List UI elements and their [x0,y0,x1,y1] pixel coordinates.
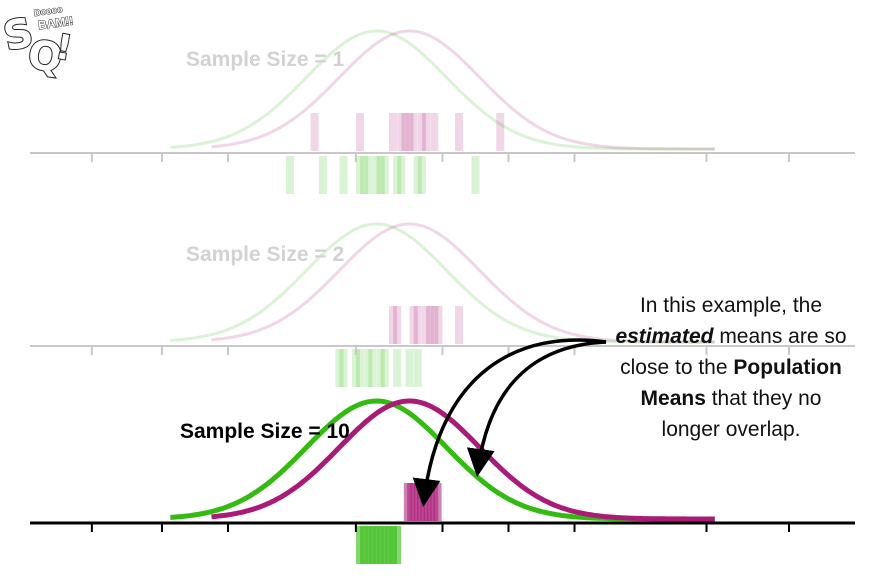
panel-1-magenta-curve [211,29,715,151]
panel-1-green-sample-7 [376,156,385,194]
panel-1-green-sample-4 [360,156,369,194]
panel-1-magenta-sample-2 [389,113,397,151]
panel-3-green-sample-1 [360,526,369,564]
panel-2-magenta-curve [211,222,715,344]
panel-2-green-sample-5 [368,349,377,387]
panel-1-green-sample-1 [318,156,327,194]
panel-1-green-sample-3 [356,156,364,194]
annotation-line-2: estimated means are so [600,321,862,352]
panel-1-green-sample-13 [471,156,480,194]
arrow-to-green-estimate [412,338,607,507]
panel-1-magenta-sample-9 [430,113,439,151]
arrow-to-magenta-estimate [466,340,607,477]
panel-3-green-sample-0 [356,526,364,564]
panel-1-green-sample-9 [393,156,402,194]
panel-3-magenta-sample-9 [433,483,442,521]
panel-3-green-sample-3 [368,526,377,564]
panel-3-green-sample-6 [380,526,389,564]
panel-1-green-sample-0 [285,156,294,194]
panel-1-green-sample-6 [372,156,381,194]
panel-2-magenta-sample-5 [426,306,435,344]
annotation-line-1: In this example, the [639,294,823,317]
panel-3-label: Sample Size = 10 [180,420,350,443]
annotation-line-2-rest: means are so [713,325,847,348]
panel-1-green-sample-10 [397,156,406,194]
panel-2-magenta-sample-8 [455,306,463,344]
panel-1-magenta-sample-4 [401,113,410,151]
panel-1-green-sample-5 [364,156,373,194]
annotation-line-5: longer overlap. [661,418,801,441]
panel-2-green-sample-10 [413,349,422,387]
panel-1-green-sample-11 [413,156,422,194]
panel-1-magenta-sample-8 [422,113,430,151]
panel-3-green-sample-4 [372,526,381,564]
panel-1-magenta-sample-3 [397,113,406,151]
annotation-line-3-text: close to the [620,356,734,379]
panel-2-magenta-sample-0 [389,306,397,344]
panel-1-magenta-sample-10 [455,113,463,151]
panel-3-green-sample-9 [393,526,402,564]
panel-2-green-sample-6 [376,349,385,387]
panel-2-magenta-sample-6 [430,306,439,344]
annotation-estimated: estimated [615,325,714,348]
panel-3-green-sample-5 [376,526,385,564]
annotation-means: Means [640,387,706,410]
panel-1-magenta-sample-11 [496,113,505,151]
panel-1-magenta-sample-1 [356,113,364,151]
annotation-text: In this example, the estimated means are… [600,290,862,445]
panel-2-green-sample-9 [405,349,414,387]
annotation-line-3: close to the Population [600,352,862,383]
panel-2-green-sample-3 [356,349,364,387]
panel-1-green-sample-12 [417,156,426,194]
panel-1-green-sample-2 [339,156,348,194]
panel-2-green-sample-0 [335,349,344,387]
panel-2-magenta-sample-4 [422,306,430,344]
panel-2-magenta-sample-3 [413,306,422,344]
panel-2-magenta-sample-1 [393,306,402,344]
annotation-population: Population [733,356,842,379]
logo-exclaim: ! [52,26,76,70]
annotation-line-4-rest: that they no [705,387,822,410]
panel-3-green-sample-8 [389,526,397,564]
annotation-line-4: Means that they no [600,383,862,414]
panel-3-green-sample-7 [384,526,393,564]
panel-3-green-sample-2 [364,526,373,564]
statquest-logo: Doooo BAM!! S Q ! [0,2,76,84]
panel-1-magenta-sample-7 [417,113,426,151]
panel-2-green-curve [170,222,715,344]
panel-1-green-sample-8 [380,156,389,194]
panel-2-magenta-sample-7 [434,306,443,344]
panel-1-magenta-sample-5 [405,113,414,151]
panel-2-green-sample-4 [364,349,373,387]
panel-1-green-curve [170,29,715,151]
panel-2-label: Sample Size = 2 [186,243,345,266]
panel-1-magenta-sample-6 [409,113,418,151]
panel-2-magenta-sample-2 [409,306,418,344]
panel-2-green-sample-8 [393,349,402,387]
panel-1-label: Sample Size = 1 [186,48,345,71]
panel-2-green-sample-1 [339,349,348,387]
panel-2-green-sample-7 [380,349,389,387]
panel-3-magenta-curve [211,398,715,522]
panel-2-green-sample-2 [351,349,360,387]
panel-1-magenta-sample-0 [310,113,319,151]
